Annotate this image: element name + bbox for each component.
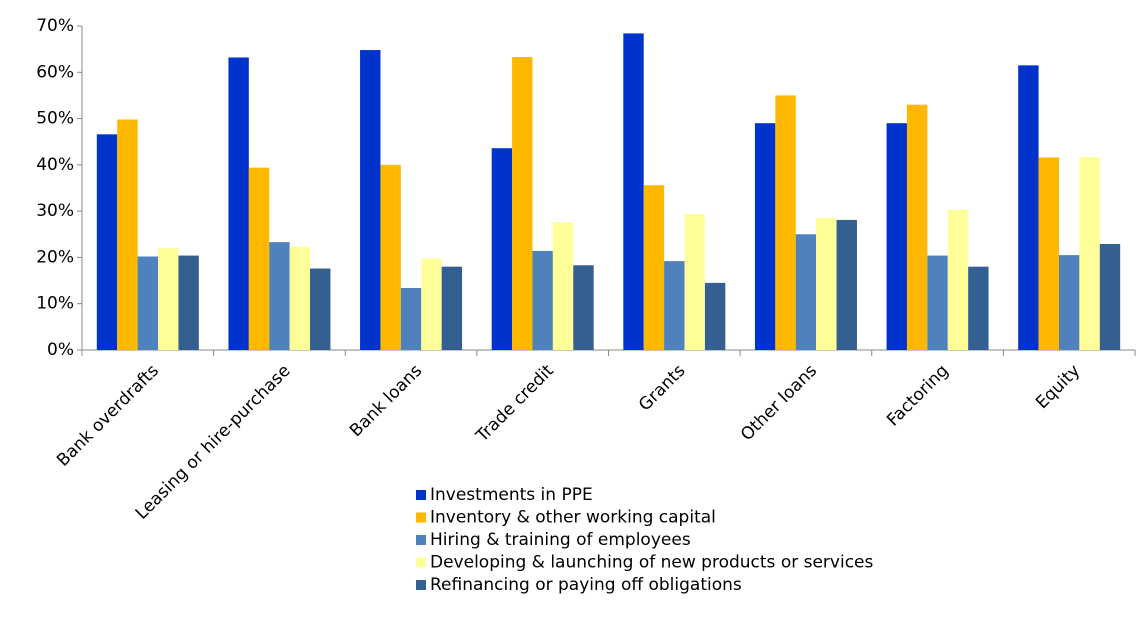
bar (228, 57, 249, 351)
legend-label: Inventory & other working capital (430, 508, 716, 528)
x-tick-label: Bank overdrafts (53, 361, 163, 471)
bar (1038, 157, 1059, 350)
bar (1018, 65, 1039, 350)
legend-swatch (416, 557, 426, 568)
bar (117, 119, 138, 350)
bar (664, 261, 685, 350)
x-tick-label: Other loans (737, 361, 821, 445)
legend-label: Investments in PPE (430, 485, 593, 505)
bar (1099, 244, 1121, 350)
bar (178, 255, 199, 350)
y-tick-label: 0% (47, 340, 74, 360)
bar (552, 222, 574, 350)
legend-label: Developing & launching of new products o… (430, 553, 874, 573)
x-tick-label: Equity (1032, 361, 1084, 413)
legend-label: Hiring & training of employees (430, 530, 691, 550)
bar (137, 256, 159, 350)
bar (643, 185, 665, 350)
bar (512, 57, 533, 351)
bar (421, 258, 442, 350)
bar (248, 167, 270, 350)
x-tick-label: Bank loans (346, 361, 426, 441)
bar (441, 266, 463, 350)
y-tick-label: 50% (36, 109, 74, 129)
bar (96, 134, 118, 350)
x-tick-label: Factoring (883, 361, 953, 431)
legend-swatch (416, 512, 426, 523)
bar (947, 209, 969, 350)
bar (906, 104, 928, 350)
bar (532, 250, 553, 350)
bar (775, 95, 796, 350)
bar (310, 268, 331, 350)
y-tick-label: 60% (36, 62, 74, 82)
bar (968, 266, 989, 350)
bar (623, 33, 644, 351)
bar (573, 265, 594, 350)
y-tick-label: 30% (36, 201, 74, 221)
legend-swatch (416, 490, 426, 500)
y-tick-label: 20% (36, 247, 74, 267)
bar (400, 287, 422, 350)
legend-swatch (416, 535, 426, 545)
y-tick-label: 40% (36, 155, 74, 175)
bar (816, 218, 837, 350)
x-tick-label: Grants (635, 361, 689, 415)
bar (704, 282, 726, 350)
bar (269, 242, 290, 350)
bar (684, 213, 705, 350)
bar (289, 246, 311, 350)
bar (836, 219, 857, 350)
bar (360, 50, 381, 350)
x-tick-label: Trade credit (472, 361, 558, 447)
y-tick-label: 70% (36, 16, 74, 36)
bar (380, 164, 401, 350)
legend-label: Refinancing or paying off obligations (430, 575, 742, 595)
bar (158, 248, 179, 350)
bar (1058, 255, 1080, 350)
bar (927, 255, 948, 350)
y-tick-label: 10% (36, 294, 74, 314)
bar (1079, 156, 1100, 350)
bar (754, 123, 776, 350)
x-tick-label: Leasing or hire-purchase (132, 361, 295, 524)
bar (795, 234, 817, 350)
bar (886, 123, 907, 350)
legend-swatch (416, 580, 426, 590)
bar (491, 148, 513, 350)
